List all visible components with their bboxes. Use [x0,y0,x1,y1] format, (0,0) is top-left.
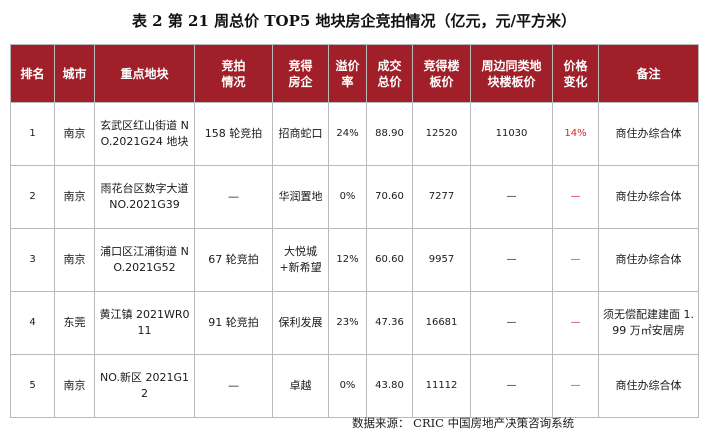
header-row: 排名 城市 重点地块 竞拍 情况 竞得 房企 溢价 率 成交 总价 竞得楼 板价… [10,44,699,103]
cell-city: 南京 [54,102,95,166]
cell-rank: 5 [10,354,55,418]
cell-auction: 158 轮竞拍 [194,102,273,166]
cell-developer: 大悦城+新希望 [272,228,329,292]
cell-auction: 67 轮竞拍 [194,228,273,292]
header-premium: 溢价 率 [328,44,367,103]
table-row: 2 南京 雨花台区数字大道 NO.2021G39 — 华润置地 0% 70.60… [10,165,699,229]
cell-premium: 12% [328,228,367,292]
table-row: 3 南京 浦口区江浦街道 NO.2021G52 67 轮竞拍 大悦城+新希望 1… [10,228,699,292]
cell-note: 商住办综合体 [598,102,699,166]
cell-total: 43.80 [366,354,413,418]
cell-premium: 0% [328,165,367,229]
cell-parcel: NO.新区 2021G12 [94,354,195,418]
cell-change: — [552,354,599,418]
header-note: 备注 [598,44,699,103]
cell-developer: 华润置地 [272,165,329,229]
cell-floor-price: 11112 [412,354,471,418]
cell-rank: 1 [10,102,55,166]
table-row: 5 南京 NO.新区 2021G12 — 卓越 0% 43.80 11112 —… [10,354,699,418]
cell-change: 14% [552,102,599,166]
cell-parcel: 黄江镇 2021WR011 [94,291,195,355]
cell-total: 70.60 [366,165,413,229]
cell-total: 88.90 [366,102,413,166]
cell-developer: 卓越 [272,354,329,418]
cell-floor-price: 12520 [412,102,471,166]
cell-city: 南京 [54,354,95,418]
table-row: 4 东莞 黄江镇 2021WR011 91 轮竞拍 保利发展 23% 47.36… [10,291,699,355]
cell-floor-price: 7277 [412,165,471,229]
cell-note: 须无偿配建建面 1.99 万㎡安居房 [598,291,699,355]
cell-parcel: 玄武区红山街道 NO.2021G24 地块 [94,102,195,166]
header-city: 城市 [54,44,95,103]
cell-nearby-price: — [470,291,553,355]
cell-parcel: 雨花台区数字大道 NO.2021G39 [94,165,195,229]
header-change: 价格 变化 [552,44,599,103]
cell-premium: 23% [328,291,367,355]
cell-total: 47.36 [366,291,413,355]
cell-rank: 4 [10,291,55,355]
header-rank: 排名 [10,44,55,103]
cell-rank: 3 [10,228,55,292]
table-row: 1 南京 玄武区红山街道 NO.2021G24 地块 158 轮竞拍 招商蛇口 … [10,102,699,166]
table-title: 表 2 第 21 周总价 TOP5 地块房企竞拍情况（亿元，元/平方米） [131,12,577,30]
cell-floor-price: 16681 [412,291,471,355]
header-floor-price: 竞得楼 板价 [412,44,471,103]
cell-note: 商住办综合体 [598,228,699,292]
cell-nearby-price: — [470,228,553,292]
header-nearby-price: 周边同类地 块楼板价 [470,44,553,103]
cell-change: — [552,291,599,355]
cell-note: 商住办综合体 [598,165,699,229]
header-auction: 竞拍 情况 [194,44,273,103]
cell-change: — [552,228,599,292]
cell-change: — [552,165,599,229]
cell-city: 东莞 [54,291,95,355]
cell-parcel: 浦口区江浦街道 NO.2021G52 [94,228,195,292]
header-parcel: 重点地块 [94,44,195,103]
header-developer: 竞得 房企 [272,44,329,103]
cell-floor-price: 9957 [412,228,471,292]
auction-table: 排名 城市 重点地块 竞拍 情况 竞得 房企 溢价 率 成交 总价 竞得楼 板价… [10,44,699,418]
cell-premium: 0% [328,354,367,418]
cell-total: 60.60 [366,228,413,292]
cell-developer: 保利发展 [272,291,329,355]
cell-auction: — [194,354,273,418]
cell-developer: 招商蛇口 [272,102,329,166]
cell-auction: — [194,165,273,229]
header-total: 成交 总价 [366,44,413,103]
cell-rank: 2 [10,165,55,229]
cell-nearby-price: — [470,165,553,229]
cell-city: 南京 [54,165,95,229]
cell-nearby-price: — [470,354,553,418]
cell-premium: 24% [328,102,367,166]
cell-nearby-price: 11030 [470,102,553,166]
cell-city: 南京 [54,228,95,292]
cell-note: 商住办综合体 [598,354,699,418]
data-source-note: 数据来源： CRIC 中国房地产决策咨询系统 [352,416,575,430]
cell-auction: 91 轮竞拍 [194,291,273,355]
